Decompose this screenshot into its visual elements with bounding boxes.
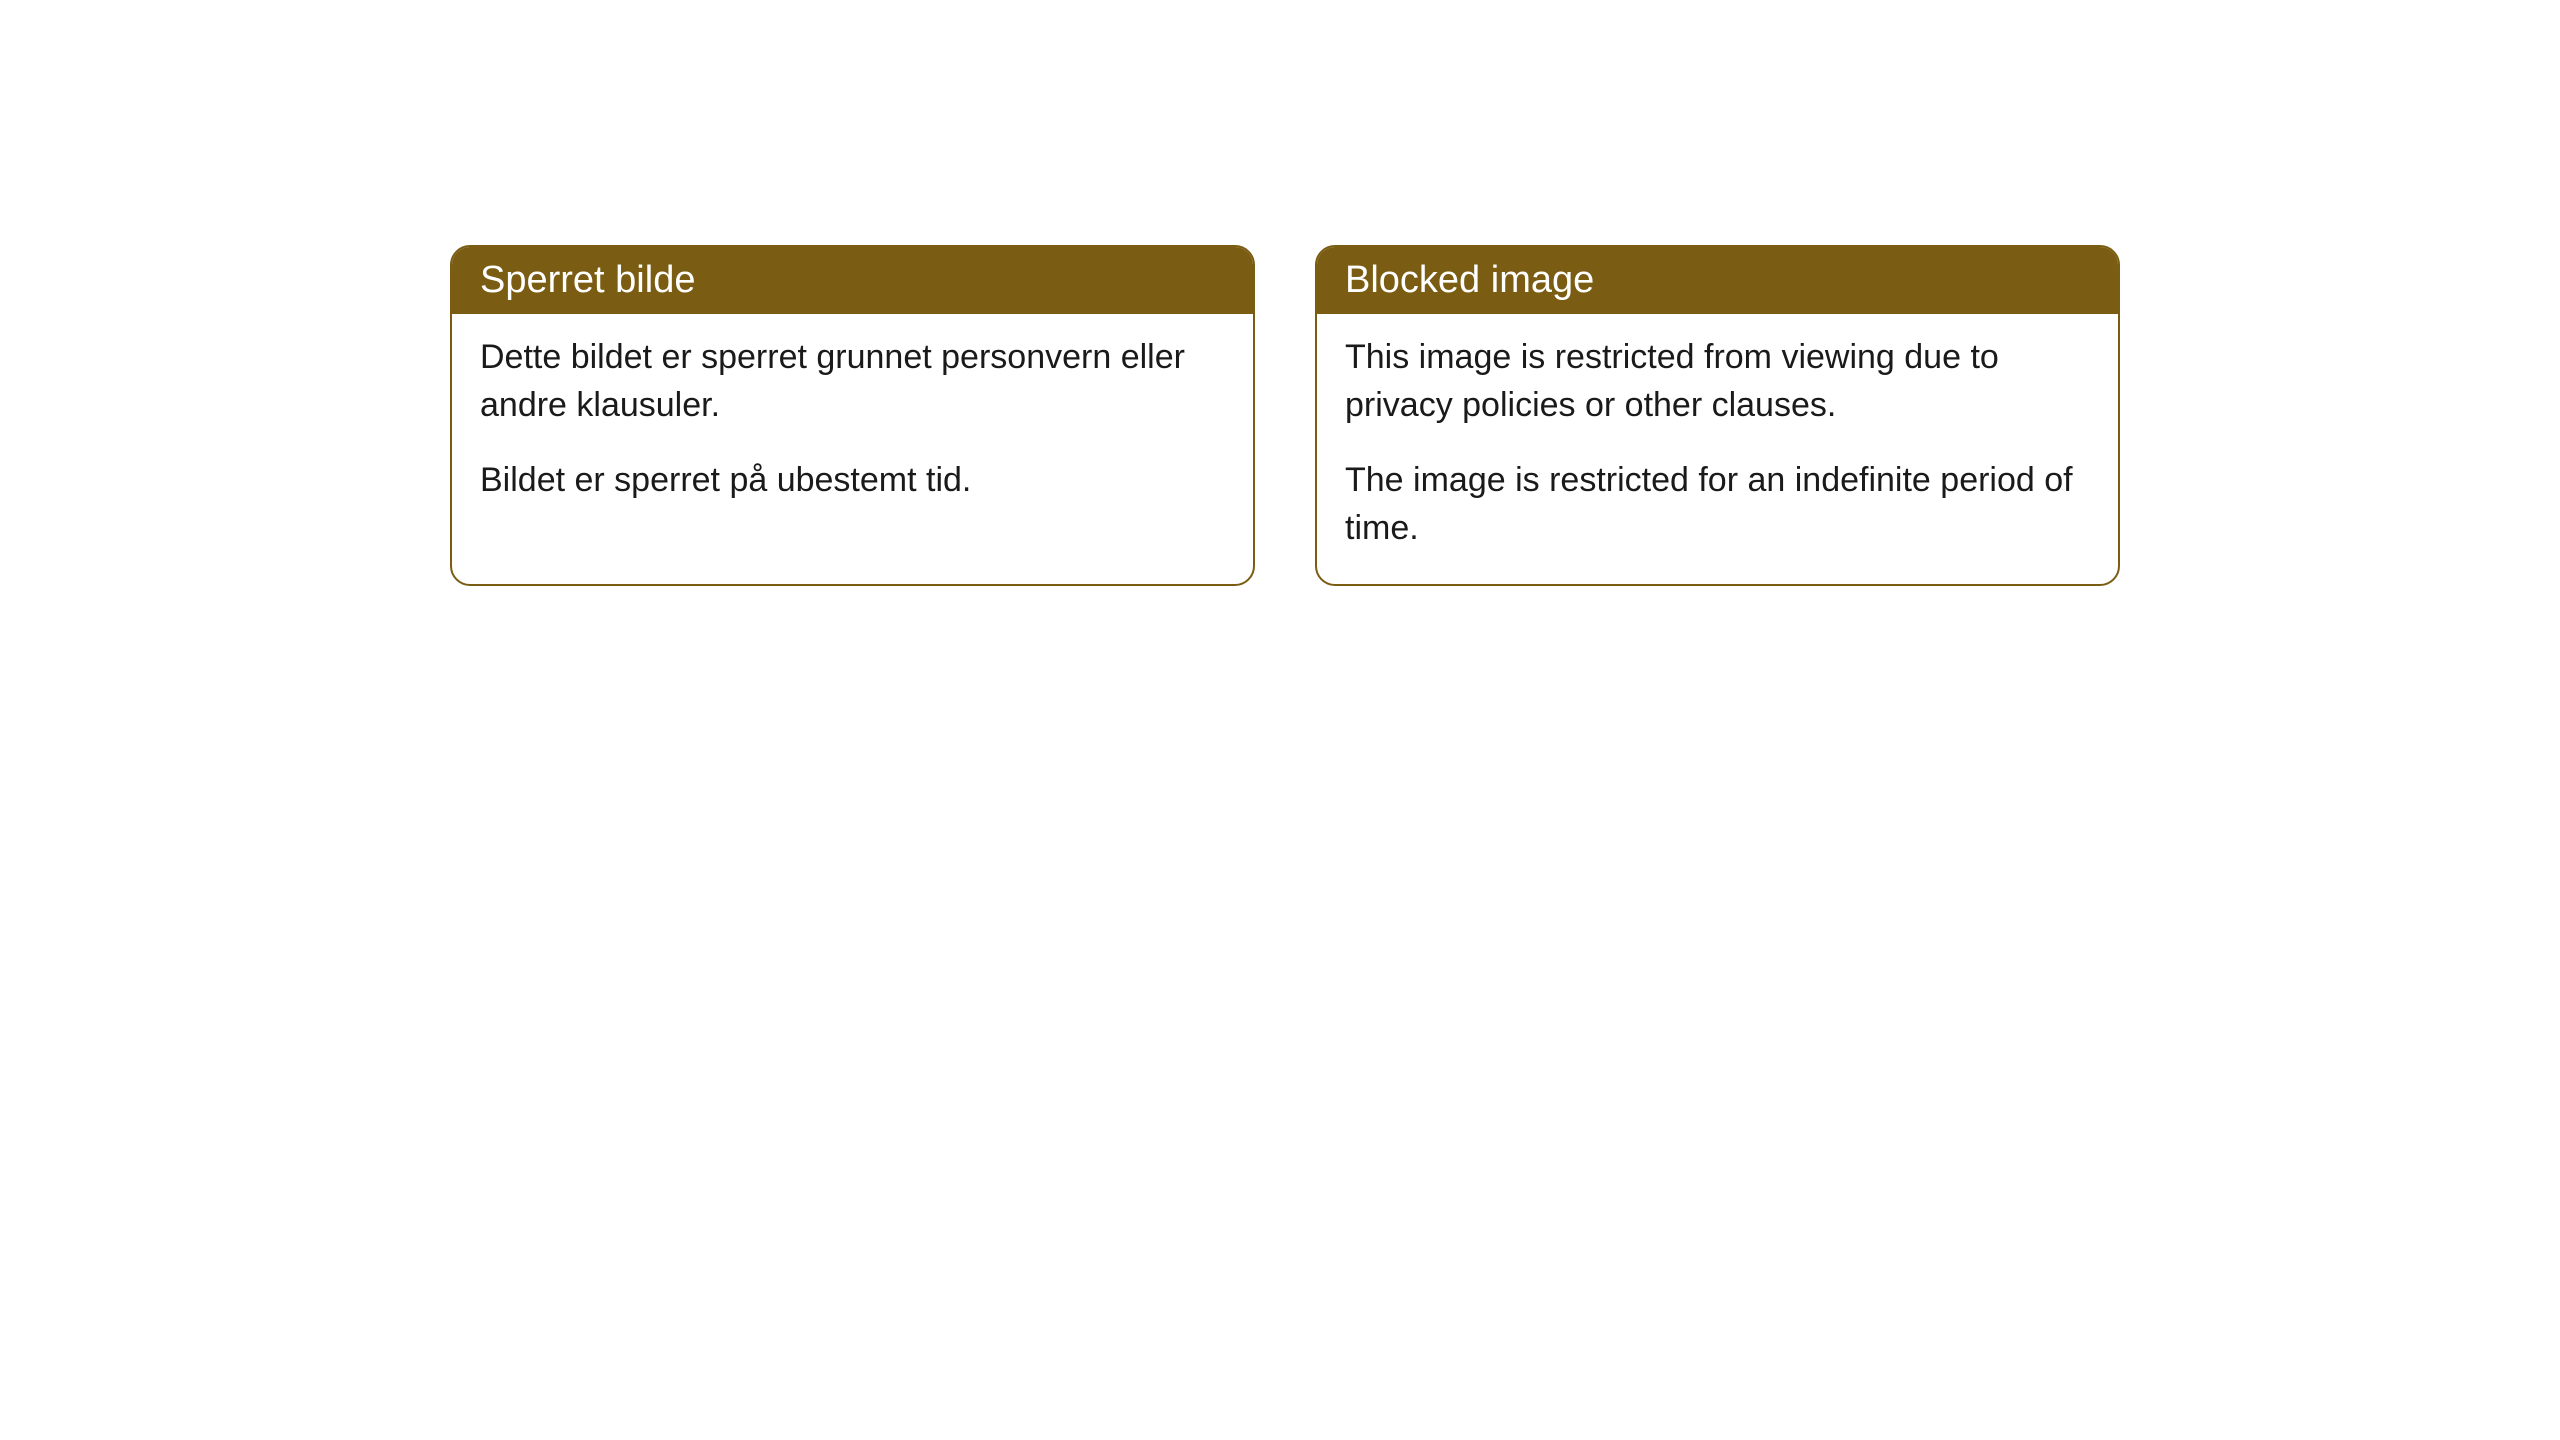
card-header-norwegian: Sperret bilde	[452, 247, 1253, 314]
card-paragraph1-english: This image is restricted from viewing du…	[1345, 334, 2090, 429]
card-paragraph1-norwegian: Dette bildet er sperret grunnet personve…	[480, 334, 1225, 429]
card-header-english: Blocked image	[1317, 247, 2118, 314]
card-body-norwegian: Dette bildet er sperret grunnet personve…	[452, 314, 1253, 537]
card-paragraph2-english: The image is restricted for an indefinit…	[1345, 457, 2090, 552]
card-body-english: This image is restricted from viewing du…	[1317, 314, 2118, 584]
card-english: Blocked image This image is restricted f…	[1315, 245, 2120, 586]
card-norwegian: Sperret bilde Dette bildet er sperret gr…	[450, 245, 1255, 586]
card-title-norwegian: Sperret bilde	[480, 259, 695, 301]
card-paragraph2-norwegian: Bildet er sperret på ubestemt tid.	[480, 457, 1225, 505]
card-title-english: Blocked image	[1345, 259, 1594, 301]
cards-container: Sperret bilde Dette bildet er sperret gr…	[450, 245, 2120, 586]
